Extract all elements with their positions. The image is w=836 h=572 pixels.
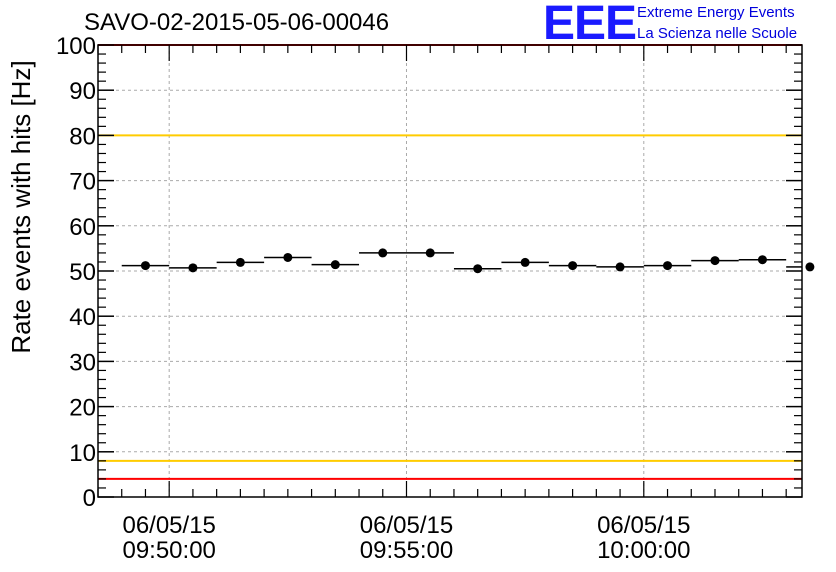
y-tick-label: 100 xyxy=(56,33,96,60)
data-point xyxy=(568,261,578,271)
y-axis-label: Rate events with hits [Hz] xyxy=(6,60,36,353)
logo-line-1: Extreme Energy Events xyxy=(637,4,795,21)
eee-logo: EEE xyxy=(543,0,637,50)
data-point xyxy=(710,256,720,266)
data-point xyxy=(140,261,150,271)
data-point xyxy=(235,257,245,267)
grid-lines xyxy=(98,45,802,497)
data-point xyxy=(805,262,815,272)
x-tick-label-time: 09:50:00 xyxy=(122,537,215,564)
y-tick-label: 40 xyxy=(69,304,96,331)
y-tick-label: 50 xyxy=(69,259,96,286)
x-tick-label-date: 06/05/15 xyxy=(360,512,453,539)
chart-title: SAVO-02-2015-05-06-00046 xyxy=(84,9,390,36)
data-point xyxy=(663,261,673,271)
y-tick-label: 70 xyxy=(69,169,96,196)
logo-line-2: La Scienza nelle Scuole xyxy=(637,25,798,42)
x-tick-labels: 06/05/1509:50:0006/05/1509:55:0006/05/15… xyxy=(122,512,690,564)
y-tick-labels: 0 10 20 30 40 50 60 70 80 90 100 xyxy=(56,33,96,512)
x-tick-label-date: 06/05/15 xyxy=(597,512,690,539)
plot-frame xyxy=(97,44,803,498)
reference-lines xyxy=(98,44,802,480)
y-tick-label: 90 xyxy=(69,78,96,105)
x-tick-label-time: 09:55:00 xyxy=(360,537,453,564)
y-tick-label: 10 xyxy=(69,440,96,467)
data-point xyxy=(378,248,388,258)
axis-ticks xyxy=(97,44,802,498)
y-tick-label: 0 xyxy=(83,485,96,512)
data-markers xyxy=(121,248,815,274)
y-tick-label: 20 xyxy=(69,395,96,422)
data-point xyxy=(425,248,435,258)
data-point xyxy=(330,260,340,270)
y-tick-label: 30 xyxy=(69,349,96,376)
y-tick-label: 60 xyxy=(69,214,96,241)
data-point xyxy=(520,257,530,267)
y-tick-label: 80 xyxy=(69,123,96,150)
data-point xyxy=(188,263,198,273)
data-point xyxy=(473,264,483,274)
data-point xyxy=(283,252,293,262)
x-tick-label-date: 06/05/15 xyxy=(122,512,215,539)
data-point xyxy=(615,262,625,272)
data-point xyxy=(757,255,767,265)
x-tick-label-time: 10:00:00 xyxy=(597,537,690,564)
